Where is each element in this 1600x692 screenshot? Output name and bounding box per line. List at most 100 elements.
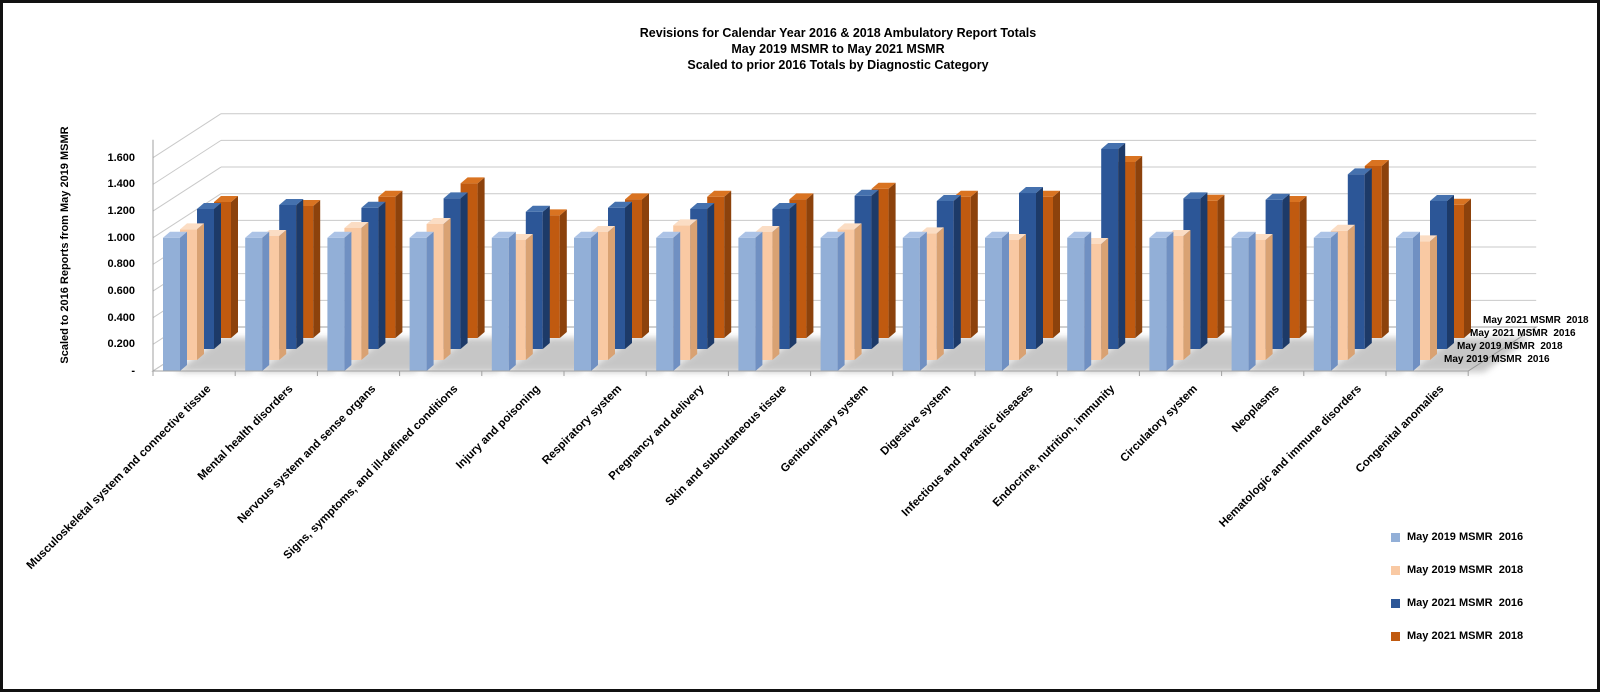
bar-column-side [262, 231, 270, 371]
y-tick-label: 1.000 [107, 231, 135, 244]
bar-column-side [707, 203, 715, 349]
depth-axis-label: May 2019 MSMR 2016 [1444, 354, 1550, 365]
bar-column-top [163, 231, 187, 238]
bar-column-front [985, 237, 1002, 371]
bar-column-side [1053, 190, 1060, 338]
depth-axis-label: May 2021 MSMR 2016 [1470, 328, 1576, 339]
bar-column-top [1019, 187, 1043, 194]
bar-column-top [837, 223, 862, 230]
bar-column-top [789, 193, 814, 200]
bar-column-top [1231, 231, 1256, 238]
bar-column-side [231, 196, 238, 338]
bar-column-side [1265, 234, 1273, 360]
legend: May 2019 MSMR 2016 May 2019 MSMR 2018 May … [1391, 527, 1523, 659]
bar-column-side [1299, 196, 1307, 338]
bar-column-side [378, 201, 386, 349]
bar-column-side [279, 230, 287, 360]
bar-column-side [1135, 156, 1143, 338]
left-wall-gridline [152, 113, 222, 159]
bar-column-top [1101, 143, 1126, 150]
bar-column-top [1430, 195, 1454, 202]
bar-column-side [1118, 143, 1126, 349]
bar-column-top [854, 189, 879, 196]
legend-swatch [1391, 598, 1400, 608]
left-wall-gridline [152, 166, 222, 212]
bar-column-side [426, 231, 434, 371]
bar-column-top [1265, 193, 1290, 200]
bar-column-top [491, 231, 516, 238]
y-tick-label: 0.400 [107, 311, 135, 324]
bar-column-top [772, 203, 797, 210]
bar-column-top [1330, 224, 1355, 231]
legend-swatch [1391, 565, 1400, 575]
bar-column-side [789, 203, 797, 349]
bar-column-front [1313, 237, 1331, 371]
bar-column-side [608, 226, 615, 360]
bar-column-side [180, 231, 187, 371]
bar-column-top [344, 222, 369, 229]
bar-column-top [985, 231, 1009, 238]
bar-column-top [426, 218, 451, 225]
bar-column-side [1166, 231, 1174, 371]
bar-column-front [656, 237, 674, 371]
bar-column-front [738, 237, 756, 371]
bar-column-side [1101, 238, 1109, 360]
legend-item: May 2021 MSMR 2018 [1391, 626, 1523, 646]
bar-column-side [395, 190, 403, 338]
bar-column-top [871, 182, 896, 189]
bar-column-side [888, 182, 896, 338]
bar-column-side [1248, 231, 1256, 371]
legend-label: May 2019 MSMR 2018 [1407, 564, 1524, 576]
y-tick-label: 1.200 [107, 205, 135, 218]
bar-column-front [1149, 237, 1167, 371]
bar-column-side [1282, 193, 1290, 349]
bar-column-top [525, 205, 550, 212]
bar-column-top [361, 201, 386, 208]
bar-column-side [690, 219, 698, 360]
bar-column-front [1396, 237, 1413, 371]
bar-column-side [772, 226, 780, 360]
bar-column-top [1067, 231, 1092, 238]
bar-column-side [1330, 231, 1338, 371]
y-tick-label: 0.800 [107, 258, 135, 271]
bar-column-side [296, 199, 304, 349]
bar-shadow [1408, 338, 1530, 372]
bar-column-front [163, 237, 180, 371]
y-tick-label: - [131, 365, 135, 377]
chart-title-line3: Scaled to prior 2016 Totals by Diagnosti… [687, 58, 989, 72]
bar-column-top [738, 231, 763, 238]
legend-label: May 2021 MSMR 2016 [1407, 597, 1524, 609]
legend-item: May 2019 MSMR 2016 [1391, 527, 1523, 547]
bar-column-top [1149, 231, 1174, 238]
bar-column-side [755, 231, 763, 371]
bar-column-top [245, 231, 270, 238]
bar-column-side [197, 223, 204, 360]
bar-column-top [409, 231, 434, 238]
bar-column-top [443, 192, 468, 199]
bar-column-side [919, 231, 927, 371]
bar-column-side [1364, 168, 1372, 349]
bar-column-side [970, 190, 978, 338]
bar-column-side [508, 231, 516, 371]
bar-column-front [327, 237, 345, 371]
bar-column-front [1067, 237, 1085, 371]
bar-column-top [214, 196, 238, 203]
bar-column-side [871, 189, 879, 349]
bar-column-front [491, 237, 509, 371]
bar-column-top [574, 231, 598, 238]
bar-column-side [724, 190, 732, 338]
bar-column-side [1413, 231, 1420, 371]
bar-column-front [820, 237, 838, 371]
y-tick-label: 1.600 [107, 151, 135, 164]
bar-column-side [525, 234, 533, 360]
bar-column-top [327, 231, 352, 238]
legend-item: May 2021 MSMR 2016 [1391, 593, 1523, 613]
bar-column-top [820, 231, 845, 238]
bar-column-top [936, 195, 961, 202]
bar-column-top [1347, 168, 1372, 175]
bar-column-top [608, 201, 632, 208]
bar-column-side [837, 231, 845, 371]
left-wall-gridline [152, 193, 222, 239]
bar-column-side [344, 231, 352, 371]
